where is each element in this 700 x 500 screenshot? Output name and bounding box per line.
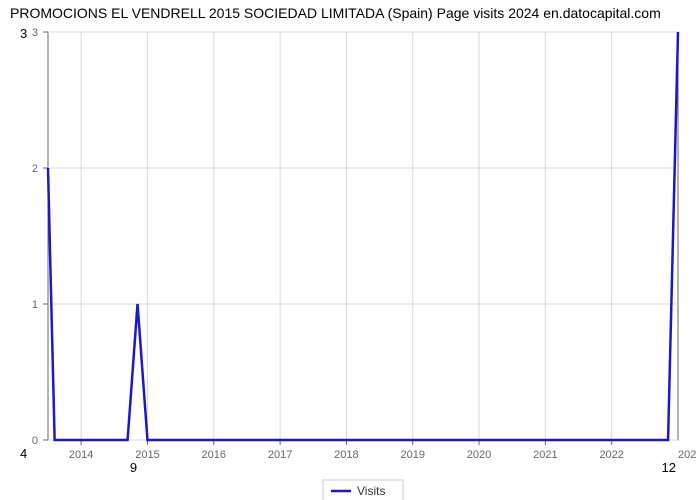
corner-label-top-left: 3 (20, 26, 27, 41)
x-tick-label: 2022 (599, 449, 623, 461)
chart-container: PROMOCIONS EL VENDRELL 2015 SOCIEDAD LIM… (0, 0, 700, 500)
corner-label-under-2015: 9 (130, 460, 137, 475)
chart-title: PROMOCIONS EL VENDRELL 2015 SOCIEDAD LIM… (10, 5, 661, 21)
x-tick-label: 2016 (202, 449, 226, 461)
y-tick-label: 0 (32, 435, 38, 447)
legend-label: Visits (357, 484, 385, 498)
chart-bg (0, 0, 700, 500)
corner-label-bottom-right: 12 (662, 460, 676, 475)
corner-label-bottom-left: 4 (20, 446, 27, 461)
line-chart: PROMOCIONS EL VENDRELL 2015 SOCIEDAD LIM… (0, 0, 700, 500)
x-tick-label: 2021 (533, 449, 557, 461)
y-tick-label: 2 (32, 163, 38, 175)
x-tick-label-extra: 202 (678, 449, 696, 461)
x-tick-label: 2015 (135, 449, 159, 461)
y-tick-label: 1 (32, 299, 38, 311)
x-tick-label: 2020 (467, 449, 491, 461)
x-tick-label: 2017 (268, 449, 292, 461)
x-tick-label: 2018 (334, 449, 358, 461)
x-tick-label: 2019 (400, 449, 424, 461)
y-tick-label: 3 (32, 27, 38, 39)
x-tick-label: 2014 (69, 449, 93, 461)
